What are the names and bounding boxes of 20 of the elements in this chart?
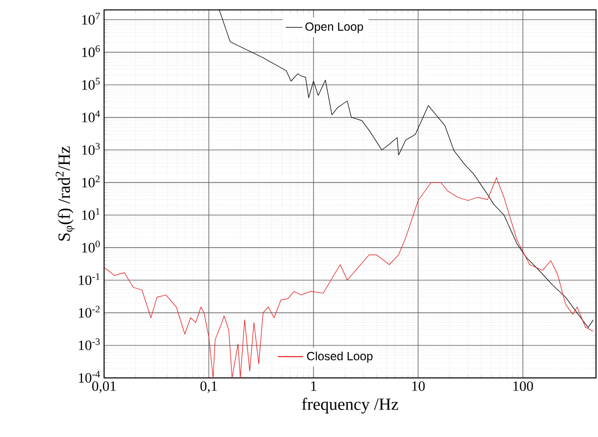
y-tick-label: 10$^{2}$ bbox=[82, 175, 100, 188]
x-tick-label: 0,1 bbox=[200, 381, 217, 393]
x-tick-label: 10 bbox=[412, 381, 425, 391]
y-axis-title: S$_{φ}$(f) /rad$^{2}$/Hz bbox=[56, 146, 75, 240]
y-tick-label: 10$^{0}$ bbox=[82, 240, 100, 252]
y-tick-label: 10$^{-2}$ bbox=[78, 306, 100, 318]
y-tick-label: 10$^{-1}$ bbox=[78, 273, 100, 285]
y-tick-label: 10$^{5}$ bbox=[82, 78, 100, 90]
x-tick-label: 0,01 bbox=[92, 381, 116, 393]
legend-label: Open Loop bbox=[305, 22, 364, 33]
y-tick-label: 10$^{4}$ bbox=[82, 110, 100, 122]
x-tick-label: 100 bbox=[513, 381, 533, 391]
x-axis-title: frequency /Hz bbox=[302, 398, 398, 414]
legend-label: Closed Loop bbox=[307, 351, 373, 362]
y-tick-label: 10$^{7}$ bbox=[82, 12, 100, 24]
y-tick-label: 10$^{6}$ bbox=[82, 45, 100, 57]
y-tick-label: 10$^{-3}$ bbox=[78, 338, 100, 350]
y-tick-label: 10$^{1}$ bbox=[82, 208, 100, 220]
y-tick-label: 10$^{3}$ bbox=[82, 142, 100, 155]
x-tick-label: 1 bbox=[311, 381, 316, 391]
